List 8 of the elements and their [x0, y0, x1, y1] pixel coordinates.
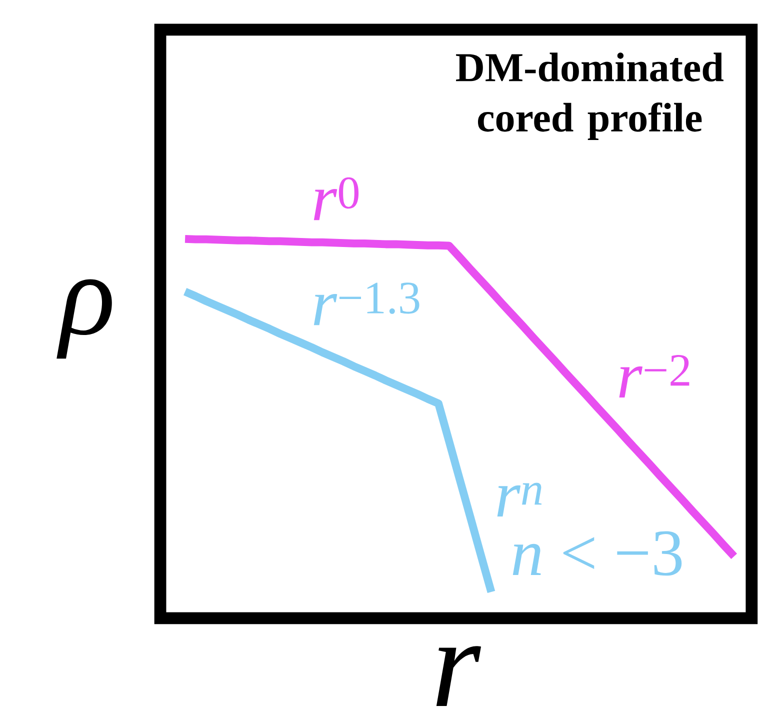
- chart-title: DM-dominated cored profile: [456, 52, 724, 140]
- text: r$^{0}$: [314, 177, 359, 220]
- annotation: r$^{−1.3}$: [314, 282, 420, 326]
- y-axis-title: ρ: [56, 279, 112, 359]
- text: r$^{n}$: [497, 482, 542, 517]
- x-axis-title: r: [436, 646, 482, 706]
- annotation: r$^{−2}$: [619, 355, 690, 398]
- annotation: n < −3: [512, 531, 682, 576]
